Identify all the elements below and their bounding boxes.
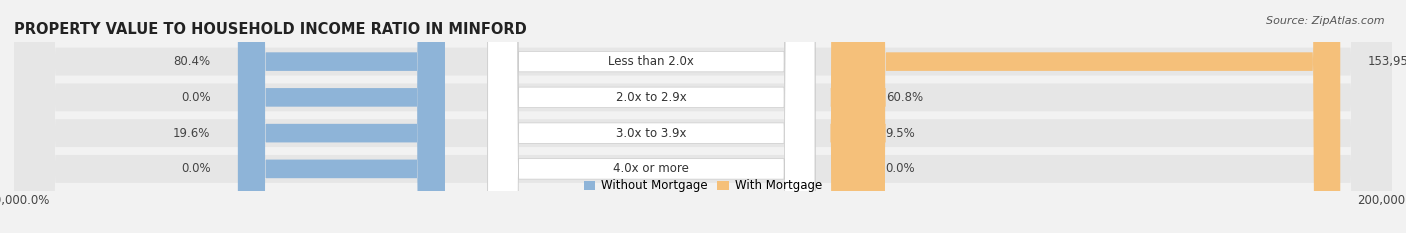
Text: Source: ZipAtlas.com: Source: ZipAtlas.com	[1267, 16, 1385, 26]
FancyBboxPatch shape	[831, 0, 886, 233]
FancyBboxPatch shape	[14, 0, 1392, 233]
Text: 0.0%: 0.0%	[886, 162, 915, 175]
Text: 0.0%: 0.0%	[181, 162, 211, 175]
Text: 3.0x to 3.9x: 3.0x to 3.9x	[616, 127, 686, 140]
FancyBboxPatch shape	[238, 0, 444, 233]
FancyBboxPatch shape	[488, 0, 815, 233]
Text: 80.4%: 80.4%	[173, 55, 211, 68]
Text: 2.0x to 2.9x: 2.0x to 2.9x	[616, 91, 686, 104]
Text: Less than 2.0x: Less than 2.0x	[609, 55, 695, 68]
FancyBboxPatch shape	[488, 0, 815, 233]
Text: PROPERTY VALUE TO HOUSEHOLD INCOME RATIO IN MINFORD: PROPERTY VALUE TO HOUSEHOLD INCOME RATIO…	[14, 22, 527, 37]
Text: 0.0%: 0.0%	[181, 91, 211, 104]
FancyBboxPatch shape	[14, 0, 1392, 233]
Legend: Without Mortgage, With Mortgage: Without Mortgage, With Mortgage	[579, 175, 827, 197]
FancyBboxPatch shape	[831, 0, 886, 233]
FancyBboxPatch shape	[238, 0, 444, 233]
FancyBboxPatch shape	[488, 0, 815, 233]
Text: 60.8%: 60.8%	[886, 91, 922, 104]
FancyBboxPatch shape	[488, 0, 815, 233]
Text: 4.0x or more: 4.0x or more	[613, 162, 689, 175]
Text: 9.5%: 9.5%	[886, 127, 915, 140]
FancyBboxPatch shape	[14, 0, 1392, 233]
Text: 19.6%: 19.6%	[173, 127, 211, 140]
FancyBboxPatch shape	[858, 0, 1340, 233]
FancyBboxPatch shape	[238, 0, 444, 233]
Text: 153,958.1%: 153,958.1%	[1368, 55, 1406, 68]
FancyBboxPatch shape	[238, 0, 444, 233]
FancyBboxPatch shape	[14, 0, 1392, 233]
